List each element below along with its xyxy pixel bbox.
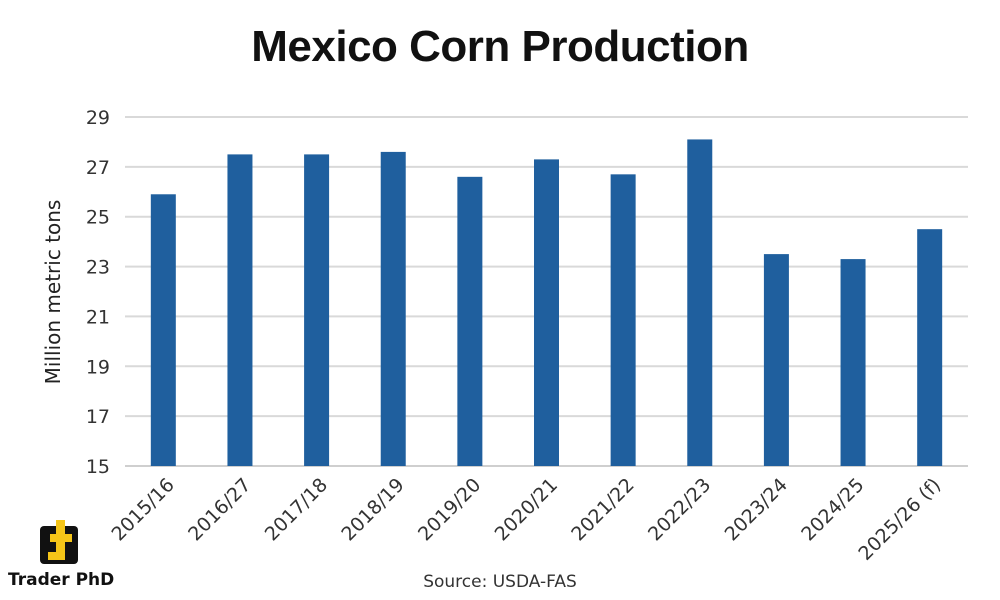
bar-2015-16: [150, 194, 176, 466]
x-tick-label: 2024/25: [797, 474, 868, 545]
x-tick-label: 2019/20: [414, 474, 485, 545]
chart-title: Mexico Corn Production: [251, 22, 749, 71]
y-axis-label: Million metric tons: [41, 200, 65, 385]
y-tick-label: 17: [86, 406, 110, 428]
x-tick-label: 2021/22: [567, 474, 638, 545]
bar-2019-20: [457, 176, 483, 467]
x-tick-label: 2016/27: [184, 474, 255, 545]
x-tick-label: 2020/21: [491, 474, 562, 545]
y-tick-label: 25: [86, 207, 110, 229]
bar-2017-18: [304, 154, 330, 466]
bar-2020-21: [534, 159, 559, 466]
y-tick-label: 29: [86, 107, 110, 129]
bar-2022-23: [687, 139, 713, 466]
bars: [150, 139, 943, 467]
y-tick-label: 21: [86, 306, 110, 328]
bar-2018-19: [380, 151, 406, 466]
x-tick-label: 2025/26 (f): [854, 474, 945, 565]
y-tick-label: 23: [86, 257, 110, 279]
source-note: Source: USDA-FAS: [423, 572, 577, 592]
logo-text: Trader PhD: [8, 570, 115, 590]
x-axis-ticks: 2015/16 2016/27 2017/18 2018/19 2019/20 2020/…: [107, 474, 945, 565]
bar-2024-25: [840, 259, 866, 466]
y-tick-label: 27: [86, 157, 110, 179]
bar-2016-27: [227, 154, 253, 466]
x-tick-label: 2018/19: [337, 474, 408, 545]
x-tick-label: 2023/24: [721, 474, 792, 545]
y-axis-ticks: 15 17 19 21 23 25 27 29: [86, 107, 110, 478]
bar-2025-26-f-: [917, 229, 943, 466]
x-tick-label: 2022/23: [644, 474, 715, 545]
x-tick-label: 2017/18: [261, 474, 332, 545]
y-tick-label: 15: [86, 456, 110, 478]
x-tick-label: 2015/16: [107, 474, 178, 545]
trader-phd-logo: Trader PhD: [8, 520, 118, 592]
bar-2021-22: [610, 174, 636, 467]
trader-phd-logo-icon: [40, 520, 78, 564]
bar-2023-24: [763, 254, 789, 466]
y-tick-label: 19: [86, 356, 110, 378]
